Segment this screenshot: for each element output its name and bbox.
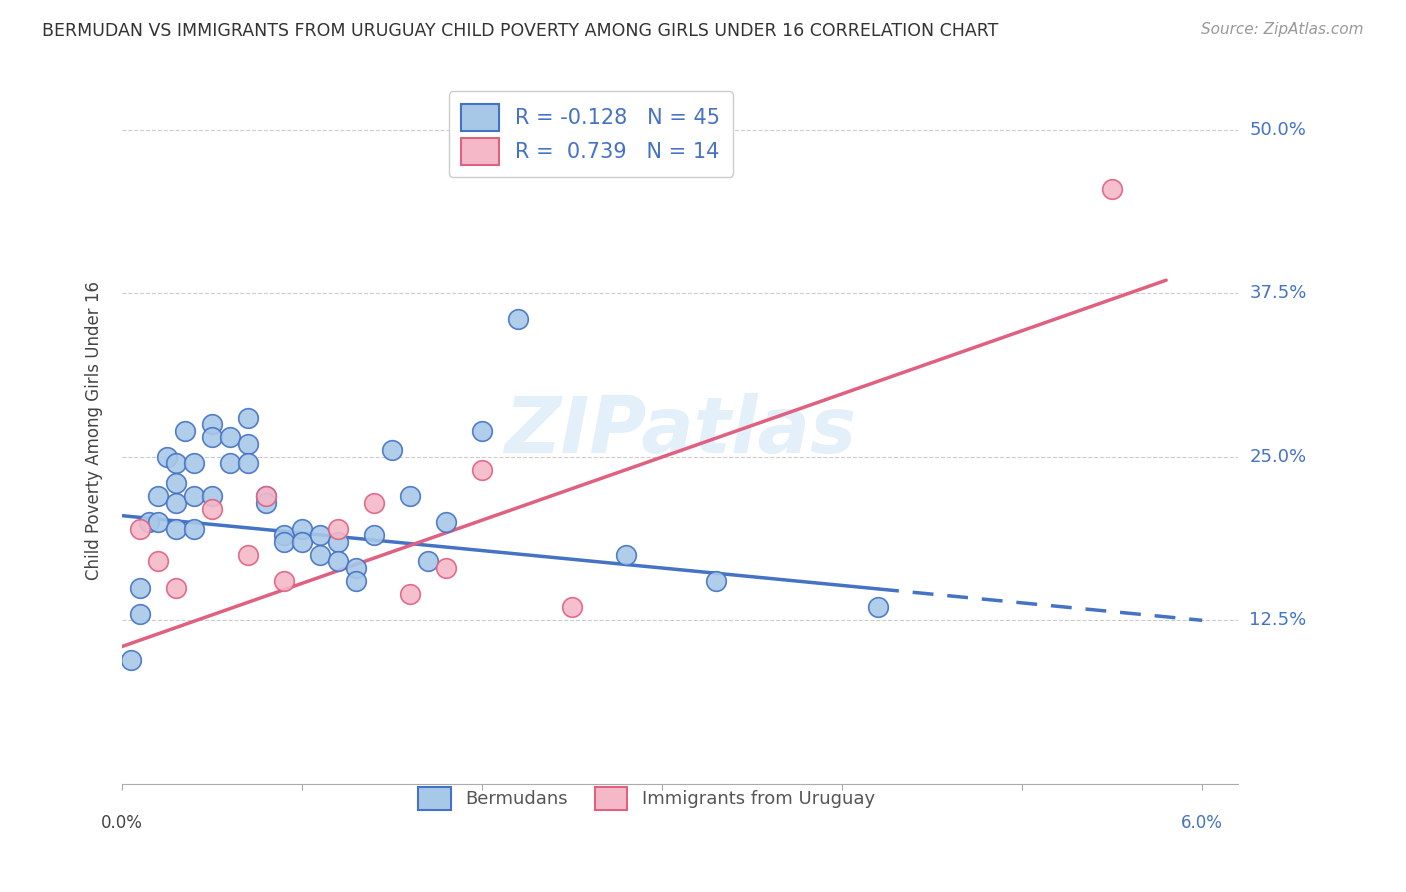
Point xyxy=(416,554,439,568)
Text: 25.0%: 25.0% xyxy=(1250,448,1306,466)
Point xyxy=(236,456,259,470)
Point xyxy=(165,495,187,509)
Point xyxy=(381,443,404,458)
Point xyxy=(309,548,332,562)
Point xyxy=(219,456,242,470)
Point xyxy=(129,522,152,536)
Point xyxy=(1101,181,1123,195)
Text: Source: ZipAtlas.com: Source: ZipAtlas.com xyxy=(1201,22,1364,37)
Point xyxy=(183,456,205,470)
Point xyxy=(146,554,169,568)
Y-axis label: Child Poverty Among Girls Under 16: Child Poverty Among Girls Under 16 xyxy=(86,281,103,580)
Legend: Bermudans, Immigrants from Uruguay: Bermudans, Immigrants from Uruguay xyxy=(411,780,882,817)
Point xyxy=(506,312,529,326)
Point xyxy=(291,522,314,536)
Point xyxy=(326,522,349,536)
Point xyxy=(156,450,179,464)
Text: ZIPatlas: ZIPatlas xyxy=(503,392,856,468)
Point xyxy=(291,534,314,549)
Point xyxy=(471,424,494,438)
Text: 0.0%: 0.0% xyxy=(101,814,143,832)
Point xyxy=(344,574,367,588)
Point xyxy=(129,581,152,595)
Text: 6.0%: 6.0% xyxy=(1181,814,1223,832)
Point xyxy=(165,522,187,536)
Point xyxy=(201,489,224,503)
Point xyxy=(165,581,187,595)
Point xyxy=(363,528,385,542)
Point xyxy=(273,534,295,549)
Point xyxy=(868,600,890,615)
Point xyxy=(399,587,422,601)
Point xyxy=(254,495,277,509)
Point xyxy=(174,424,197,438)
Point xyxy=(201,430,224,444)
Point xyxy=(146,515,169,529)
Point xyxy=(129,607,152,621)
Point xyxy=(614,548,637,562)
Point xyxy=(344,561,367,575)
Point xyxy=(326,534,349,549)
Point xyxy=(236,436,259,450)
Point xyxy=(434,561,457,575)
Point xyxy=(273,574,295,588)
Point xyxy=(138,515,160,529)
Point xyxy=(704,574,727,588)
Point xyxy=(183,489,205,503)
Point xyxy=(165,475,187,490)
Point xyxy=(434,515,457,529)
Point xyxy=(309,528,332,542)
Point xyxy=(326,554,349,568)
Point xyxy=(273,528,295,542)
Point xyxy=(561,600,583,615)
Point xyxy=(146,489,169,503)
Text: 50.0%: 50.0% xyxy=(1250,120,1306,139)
Text: 37.5%: 37.5% xyxy=(1250,285,1306,302)
Point xyxy=(165,456,187,470)
Text: 12.5%: 12.5% xyxy=(1250,611,1306,630)
Point xyxy=(363,495,385,509)
Point xyxy=(183,522,205,536)
Point xyxy=(254,489,277,503)
Point xyxy=(236,410,259,425)
Point xyxy=(120,652,142,666)
Text: BERMUDAN VS IMMIGRANTS FROM URUGUAY CHILD POVERTY AMONG GIRLS UNDER 16 CORRELATI: BERMUDAN VS IMMIGRANTS FROM URUGUAY CHIL… xyxy=(42,22,998,40)
Point xyxy=(201,417,224,431)
Point xyxy=(399,489,422,503)
Point xyxy=(254,489,277,503)
Point xyxy=(471,463,494,477)
Point xyxy=(219,430,242,444)
Point xyxy=(201,502,224,516)
Point xyxy=(236,548,259,562)
